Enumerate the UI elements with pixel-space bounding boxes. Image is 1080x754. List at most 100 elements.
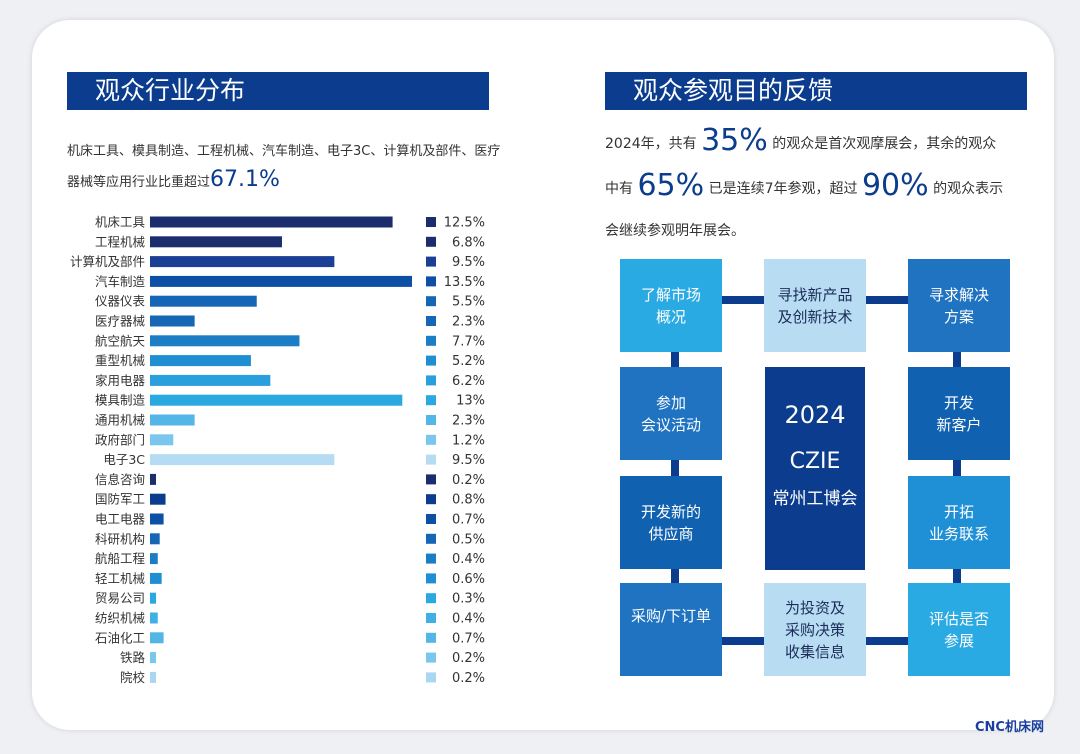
bar (150, 652, 156, 664)
category-label: 院校 (120, 670, 146, 685)
box-new-suppliers: 开发新的 供应商 (620, 476, 722, 569)
box-evaluate-exhibiting: 评估是否 参展 (908, 583, 1010, 676)
connector (953, 350, 961, 370)
bar (150, 434, 174, 446)
legend-marker (426, 256, 436, 267)
connector (720, 637, 768, 645)
category-label: 计算机及部件 (70, 254, 145, 269)
category-label: 航船工程 (95, 551, 146, 566)
value-label: 5.5% (452, 295, 485, 310)
category-label: 轻工机械 (95, 571, 146, 586)
text-part-3: 中有 (605, 181, 638, 197)
value-label: 0.2% (452, 473, 485, 488)
legend-marker (426, 533, 436, 544)
legend-marker (426, 395, 436, 406)
text-part-2: 的观众是首次观摩展会，其余的观众 (767, 136, 997, 152)
value-label: 2.3% (452, 414, 485, 429)
category-label: 通用机械 (95, 413, 146, 428)
value-label: 0.2% (452, 651, 485, 666)
category-label: 汽车制造 (95, 274, 146, 289)
bar (150, 275, 412, 287)
legend-marker (426, 573, 436, 584)
value-label: 0.4% (452, 612, 485, 627)
intro-line-1: 机床工具、模具制造、工程机械、汽车制造、电子3C、计算机及部件、医疗 (67, 144, 501, 159)
bar (150, 256, 335, 268)
connector (671, 460, 679, 478)
legend-marker (426, 415, 436, 425)
legend-marker (426, 514, 436, 524)
legend-marker (426, 632, 436, 643)
bar (150, 315, 195, 327)
value-label: 9.5% (452, 255, 485, 270)
bar (150, 513, 164, 525)
legend-marker (426, 236, 436, 247)
box-purchase-orders: 采购/下订单 (620, 583, 722, 676)
value-label: 13.5% (444, 275, 485, 290)
legend-marker (426, 494, 436, 505)
category-label: 国防军工 (95, 492, 145, 507)
center-name: 常州工博会 (772, 489, 858, 509)
connector (953, 568, 961, 584)
box-market-overview: 了解市场 概况 (620, 259, 722, 352)
bar (150, 612, 158, 624)
value-label: 0.7% (452, 631, 485, 646)
intro-line-2: 器械等应用行业比重超过 (67, 175, 211, 190)
bar (150, 414, 195, 426)
value-label: 0.2% (452, 671, 485, 686)
connector (671, 350, 679, 370)
category-label: 工程机械 (95, 234, 146, 249)
box-conference: 参加 会议活动 (620, 367, 722, 460)
bar (150, 473, 156, 485)
text-pct-65: 65% (637, 168, 705, 203)
value-label: 0.5% (452, 532, 485, 547)
text-part-7: 的观众表示 (928, 181, 1004, 197)
category-label: 纺织机械 (95, 611, 146, 626)
legend-marker (426, 652, 436, 663)
value-label: 1.2% (452, 433, 485, 448)
bar (150, 295, 257, 307)
bar (150, 493, 166, 505)
value-label: 5.2% (452, 354, 485, 369)
industry-bar-chart: 机床工具 12.5% 工程机械 6.8% 计算机及部件 9.5% 汽车制造 13.5% 仪器仪表… (70, 215, 485, 686)
box-new-products: 寻找新产品 及创新技术 (764, 259, 866, 352)
bar (150, 374, 271, 386)
category-label: 航空航天 (95, 333, 146, 348)
value-label: 0.3% (452, 592, 485, 607)
category-label: 模具制造 (95, 393, 146, 408)
connector (864, 296, 910, 304)
legend-marker (426, 553, 436, 564)
category-label: 科研机构 (95, 531, 145, 546)
connector (671, 568, 679, 584)
category-label: 政府部门 (95, 432, 145, 447)
value-label: 7.7% (452, 334, 485, 349)
center-brand: CZIE (789, 449, 841, 474)
legend-marker (426, 355, 436, 366)
value-label: 6.8% (452, 235, 485, 250)
value-label: 0.4% (452, 552, 485, 567)
legend-marker (426, 335, 436, 346)
value-label: 2.3% (452, 315, 485, 330)
legend-marker (426, 217, 436, 227)
category-label: 重型机械 (95, 353, 146, 368)
bar (150, 355, 251, 367)
category-label: 信息咨询 (95, 472, 145, 487)
text-part-8: 会继续参观明年展会。 (605, 223, 745, 239)
center-expo-block: 2024 CZIE 常州工博会 (765, 367, 865, 570)
category-label: 铁路 (120, 650, 146, 665)
legend-marker (426, 296, 436, 307)
bar (150, 533, 160, 545)
bar (150, 572, 162, 584)
legend-marker (426, 454, 436, 465)
value-label: 9.5% (452, 453, 485, 468)
intro-highlight: 67.1% (210, 167, 280, 192)
box-new-customers: 开发 新客户 (908, 367, 1010, 460)
left-section-title: 观众行业分布 (67, 72, 489, 110)
right-section-title: 观众参观目的反馈 (605, 72, 1027, 110)
bar (150, 671, 156, 683)
center-year: 2024 (784, 401, 846, 429)
legend-marker (426, 316, 436, 326)
legend-marker (426, 276, 436, 287)
text-pct-90: 90% (861, 168, 929, 203)
category-label: 石油化工 (95, 630, 145, 645)
legend-marker (426, 672, 436, 683)
